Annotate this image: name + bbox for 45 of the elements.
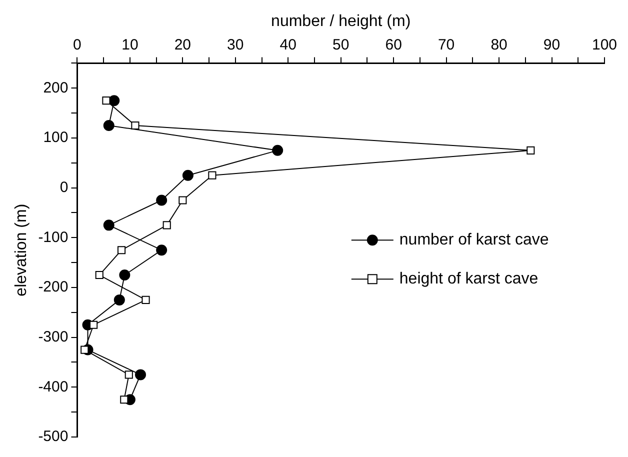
y-tick-label: -500 [38, 428, 68, 446]
point [142, 296, 150, 304]
y-tick-label: 200 [43, 79, 68, 96]
y-tick-label: -200 [38, 278, 68, 296]
point [134, 369, 146, 380]
point [90, 320, 98, 329]
y-tick-label: 0 [60, 178, 68, 196]
point [208, 171, 216, 180]
point [272, 144, 284, 156]
point [156, 244, 168, 256]
x-axis-title: number / height (m) [271, 13, 411, 30]
y-tick-label: -400 [38, 378, 68, 396]
point [131, 121, 140, 130]
x-tick-label: 70 [438, 36, 455, 54]
x-tick-label: 0 [73, 36, 82, 54]
y-tick-label: -100 [38, 228, 68, 246]
x-tick-label: 60 [385, 36, 402, 54]
x-tick-label: 10 [122, 36, 138, 54]
y-tick-label: 100 [43, 129, 68, 146]
point [119, 270, 130, 281]
y-axis-title: elevation (m) [13, 204, 30, 296]
point [526, 146, 535, 154]
point [156, 194, 168, 206]
x-tick-label: 50 [332, 36, 350, 54]
legend-label: height of karst cave [399, 270, 538, 288]
point [124, 370, 133, 379]
x-tick-label: 90 [543, 36, 560, 54]
legend-label: number of karst cave [399, 232, 549, 249]
point [178, 196, 187, 204]
point [117, 246, 126, 254]
point [95, 270, 104, 280]
x-tick-label: 20 [174, 36, 192, 54]
point [102, 96, 110, 105]
x-tick-label: 100 [592, 36, 617, 54]
x-tick-label: 80 [490, 36, 508, 54]
point [162, 221, 171, 230]
point [103, 120, 114, 131]
point [80, 346, 89, 354]
point [120, 396, 128, 404]
y-tick-label: -300 [38, 328, 68, 346]
point [182, 170, 194, 181]
point [103, 220, 114, 231]
x-tick-label: 40 [280, 36, 296, 54]
x-tick-label: 30 [227, 36, 244, 54]
point [114, 294, 125, 306]
